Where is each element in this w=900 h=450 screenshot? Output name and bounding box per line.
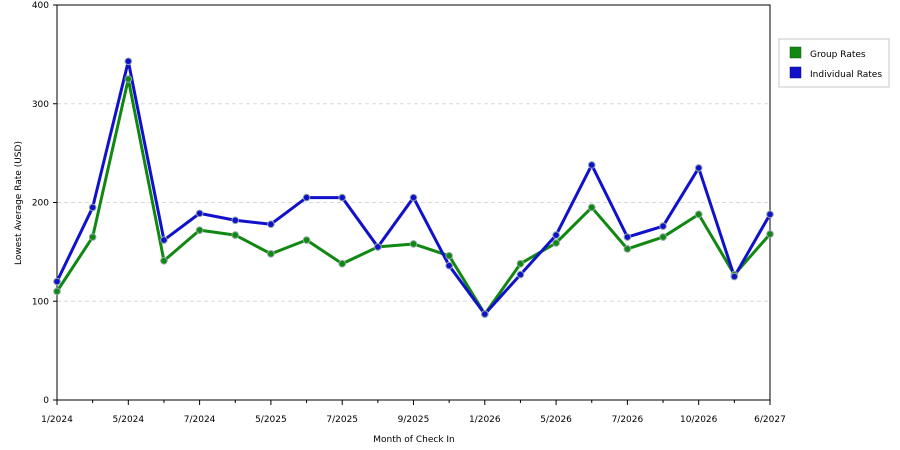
data-point-individual-rates-15 bbox=[587, 161, 596, 169]
data-point-group-rates-6 bbox=[267, 250, 275, 258]
data-point-group-rates-5 bbox=[231, 231, 240, 239]
x-tick-label-12: 1/2026 bbox=[469, 415, 501, 425]
data-point-individual-rates-18 bbox=[694, 164, 703, 172]
x-tick-label-16: 7/2026 bbox=[612, 415, 644, 425]
y-tick-label-4: 400 bbox=[32, 1, 49, 11]
x-tick-label-4: 7/2024 bbox=[184, 415, 216, 425]
data-point-group-rates-7 bbox=[302, 236, 311, 244]
y-tick-label-0: 0 bbox=[43, 396, 49, 406]
legend-swatch-individual-rates bbox=[789, 66, 802, 79]
data-point-individual-rates-7 bbox=[302, 193, 311, 202]
data-point-group-rates-15 bbox=[587, 203, 596, 212]
data-point-individual-rates-19 bbox=[730, 272, 739, 281]
data-point-group-rates-16 bbox=[623, 245, 632, 253]
data-point-individual-rates-14 bbox=[552, 231, 560, 239]
data-point-individual-rates-10 bbox=[409, 193, 418, 202]
data-point-individual-rates-9 bbox=[374, 243, 382, 251]
x-axis-title: Month of Check In bbox=[373, 435, 455, 445]
data-point-individual-rates-6 bbox=[267, 220, 275, 229]
data-point-group-rates-20 bbox=[766, 230, 774, 238]
data-point-individual-rates-20 bbox=[766, 210, 774, 219]
data-point-group-rates-14 bbox=[552, 239, 560, 247]
x-axis-ticks: 1/2024 5/2024 7/2024 5/2025 7/2025 9/2025 1/20… bbox=[41, 400, 786, 425]
data-point-group-rates-1 bbox=[88, 233, 97, 241]
data-point-individual-rates-3 bbox=[160, 236, 168, 244]
legend: Group Rates Individual Rates bbox=[778, 38, 890, 88]
data-point-group-rates-4 bbox=[195, 226, 204, 234]
data-point-individual-rates-17 bbox=[659, 222, 667, 230]
data-point-group-rates-8 bbox=[338, 259, 347, 268]
data-point-group-rates-17 bbox=[659, 233, 667, 241]
y-tick-label-1: 100 bbox=[32, 297, 49, 307]
x-tick-label-14: 5/2026 bbox=[540, 415, 572, 425]
data-point-individual-rates-13 bbox=[516, 270, 525, 279]
x-tick-label-6: 5/2025 bbox=[255, 415, 287, 425]
data-point-individual-rates-4 bbox=[195, 209, 204, 218]
x-tick-label-20: 6/2027 bbox=[754, 415, 786, 425]
data-point-group-rates-18 bbox=[694, 210, 703, 219]
x-tick-label-2: 5/2024 bbox=[112, 415, 144, 425]
legend-label-group-rates: Group Rates bbox=[810, 50, 866, 60]
data-point-group-rates-0 bbox=[53, 287, 61, 296]
data-point-individual-rates-1 bbox=[88, 203, 97, 212]
x-tick-label-0: 1/2024 bbox=[41, 415, 73, 425]
data-point-individual-rates-5 bbox=[231, 216, 240, 225]
data-point-group-rates-2 bbox=[124, 75, 133, 83]
data-point-individual-rates-0 bbox=[53, 277, 61, 286]
data-point-individual-rates-8 bbox=[338, 193, 347, 202]
legend-label-individual-rates: Individual Rates bbox=[810, 70, 882, 80]
y-tick-label-3: 300 bbox=[32, 100, 49, 110]
data-point-individual-rates-16 bbox=[623, 233, 632, 241]
data-point-group-rates-11 bbox=[445, 252, 453, 260]
y-tick-label-2: 200 bbox=[32, 199, 49, 209]
x-tick-label-8: 7/2025 bbox=[326, 415, 358, 425]
series-points bbox=[53, 57, 774, 318]
data-point-group-rates-13 bbox=[516, 259, 525, 268]
data-point-individual-rates-12 bbox=[481, 310, 489, 318]
data-point-group-rates-3 bbox=[160, 256, 168, 265]
data-point-group-rates-10 bbox=[409, 240, 418, 248]
x-tick-label-10: 9/2025 bbox=[398, 415, 430, 425]
y-axis-title: Lowest Average Rate (USD) bbox=[14, 141, 24, 265]
legend-swatch-group-rates bbox=[789, 46, 802, 59]
x-tick-label-18: 10/2026 bbox=[680, 415, 718, 425]
data-point-individual-rates-2 bbox=[124, 57, 133, 66]
y-axis-ticks: 0 100 200 300 400 bbox=[32, 1, 57, 406]
data-point-individual-rates-11 bbox=[445, 261, 453, 270]
